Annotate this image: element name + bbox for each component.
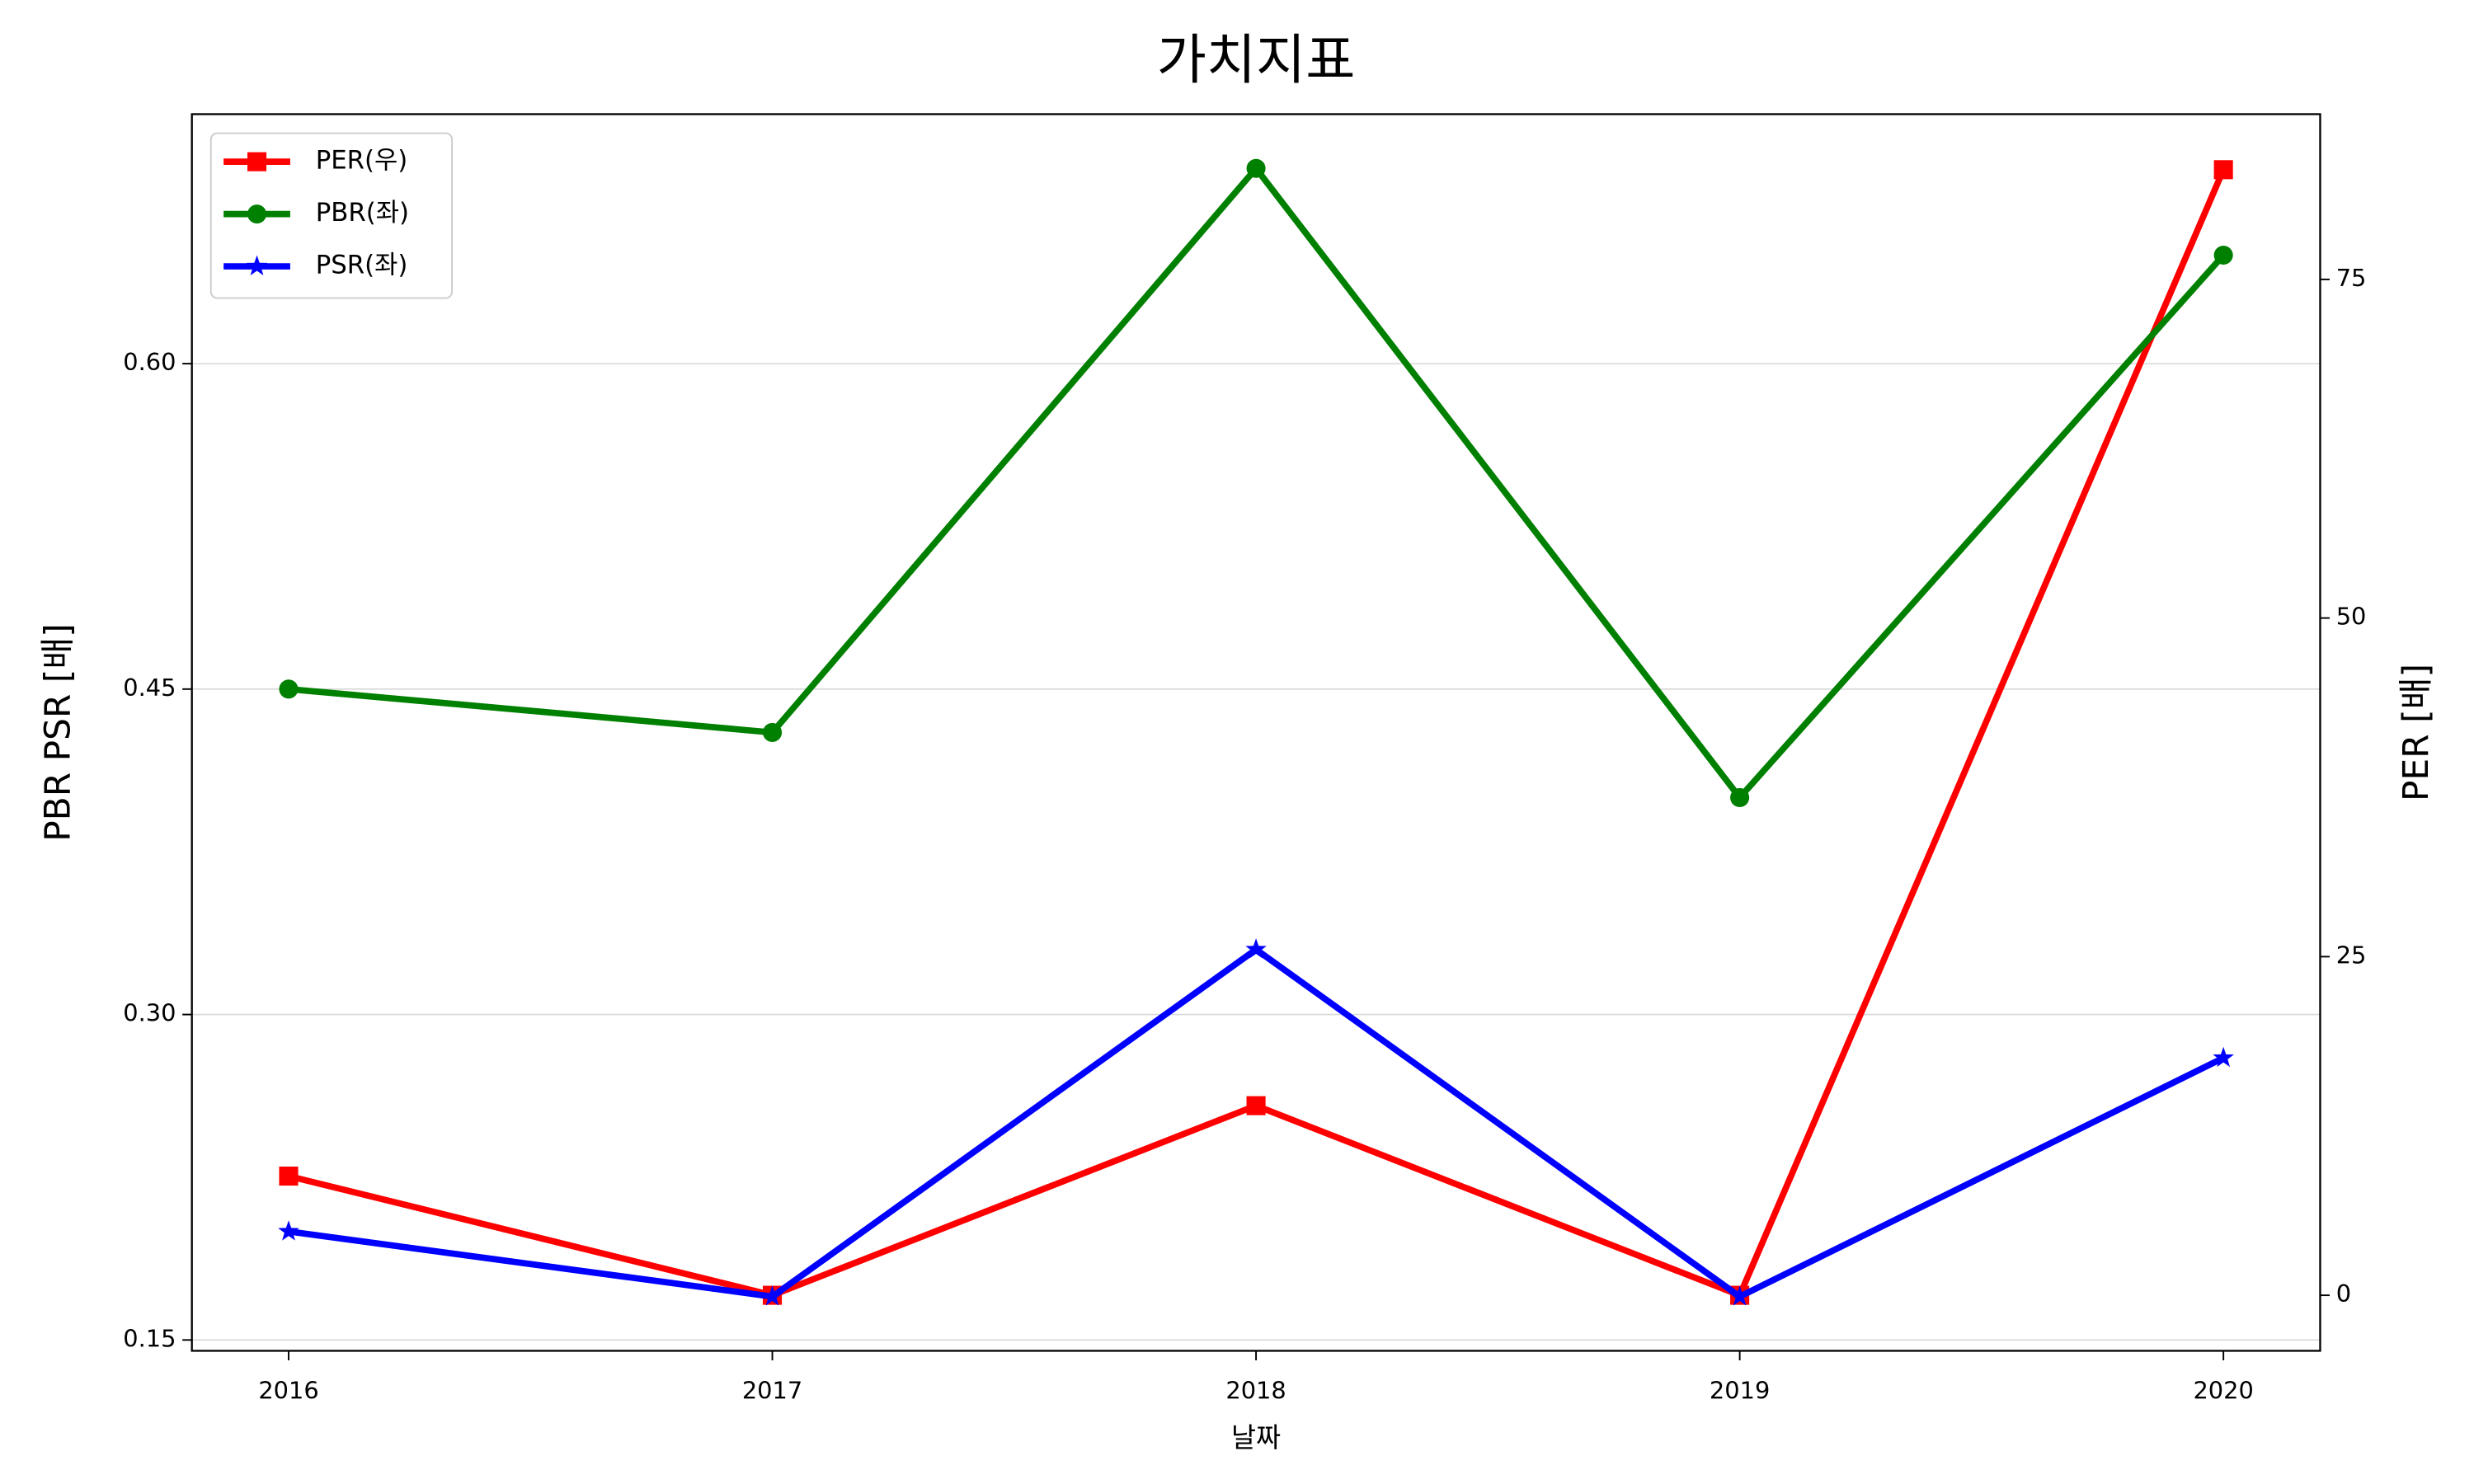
x-tick-label: 2019 <box>1710 1376 1770 1404</box>
y-tick-label: 0.15 <box>123 1324 176 1352</box>
y2-tick-label: 50 <box>2336 603 2367 631</box>
marker <box>247 204 267 224</box>
marker <box>246 255 268 275</box>
x-tick-label: 2020 <box>2193 1376 2253 1404</box>
x-axis-label: 날짜 <box>1231 1422 1281 1453</box>
legend-label: PSR(좌) <box>316 251 408 280</box>
marker <box>763 722 783 742</box>
legend-label: PER(우) <box>316 146 408 176</box>
x-tick-label: 2016 <box>258 1376 318 1404</box>
marker <box>279 1166 299 1186</box>
marker <box>1246 158 1266 178</box>
x-tick-label: 2017 <box>742 1376 802 1404</box>
legend-label: PBR(좌) <box>316 198 409 228</box>
y-tick-label: 0.45 <box>123 674 176 702</box>
legend-box <box>209 132 454 299</box>
chart-title: 가치지표 <box>1157 29 1356 92</box>
series <box>279 158 2233 807</box>
series <box>279 160 2233 1305</box>
y-tick-label: 0.30 <box>123 999 176 1027</box>
marker <box>279 679 299 699</box>
marker <box>1730 787 1750 807</box>
marker <box>1245 938 1267 959</box>
marker <box>1246 1096 1266 1115</box>
y2-axis-label: PER [배] <box>2396 664 2436 801</box>
series-line <box>288 168 2227 1298</box>
x-tick-label: 2018 <box>1225 1376 1286 1404</box>
marker <box>1729 1285 1751 1306</box>
series-line <box>288 165 2227 801</box>
marker <box>761 1285 783 1306</box>
marker <box>247 152 267 171</box>
y2-tick-label: 25 <box>2336 941 2367 969</box>
marker <box>2213 160 2233 180</box>
y-tick-label: 0.60 <box>123 348 176 376</box>
series <box>278 938 2234 1306</box>
y-axis-label: PBR PSR [배] <box>38 623 78 841</box>
y2-tick-label: 0 <box>2336 1280 2351 1308</box>
marker <box>278 1220 299 1241</box>
y2-tick-label: 75 <box>2336 264 2367 292</box>
marker <box>2213 245 2233 265</box>
marker <box>2213 1046 2234 1068</box>
plot-frame <box>190 113 2321 1352</box>
